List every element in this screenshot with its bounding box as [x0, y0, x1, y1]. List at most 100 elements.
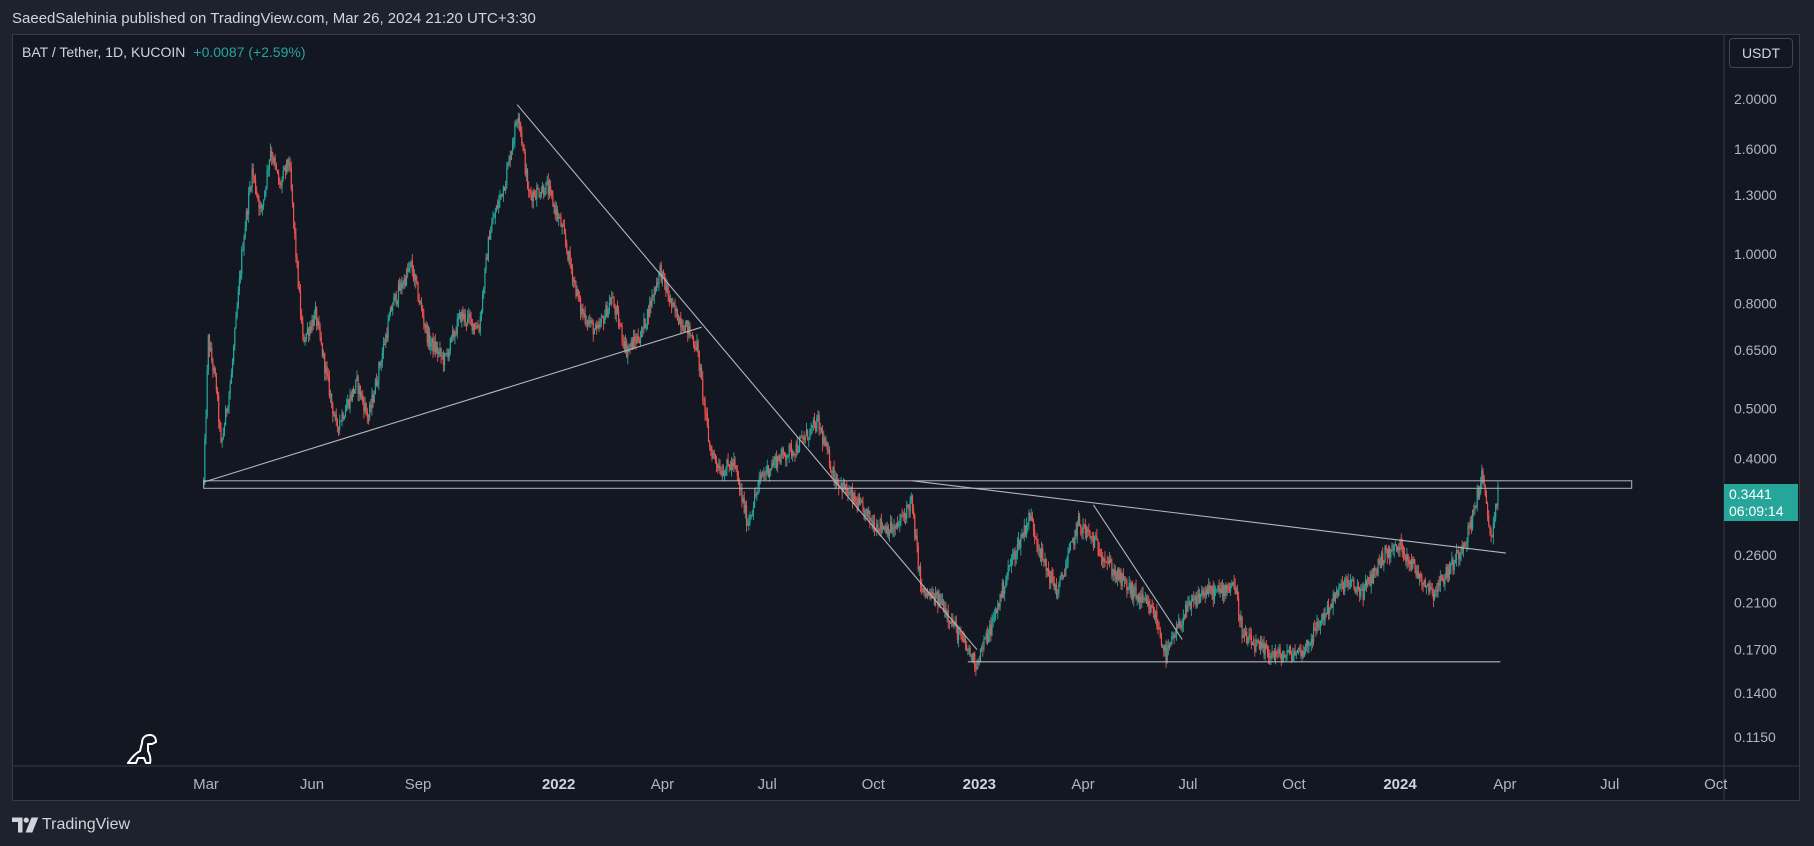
candle-body-283 [529, 191, 531, 193]
candle-body-351 [607, 308, 609, 317]
candle-body-26 [233, 346, 235, 362]
candle-body-620 [917, 545, 919, 570]
candle-body-134 [357, 376, 359, 394]
candle-body-567 [856, 502, 858, 511]
candle-body-1099 [1469, 520, 1471, 528]
drawing-trendline-0[interactable] [203, 326, 702, 483]
drawing-trendline-4[interactable] [1092, 504, 1183, 640]
candle-body-1088 [1457, 550, 1459, 552]
candle-body-656 [959, 630, 961, 632]
candle-body-2 [205, 416, 207, 439]
drawing-rectangle-2[interactable] [203, 480, 1633, 489]
candle-body-803 [1128, 583, 1130, 588]
candle-body-1031 [1391, 550, 1393, 551]
candle-body-350 [606, 305, 608, 317]
candle-body-1039 [1400, 540, 1402, 544]
candle-body-277 [522, 143, 524, 146]
candle-body-527 [810, 427, 812, 429]
chart-panel[interactable] [12, 34, 1800, 801]
candle-body-979 [1331, 603, 1333, 608]
candle-body-1071 [1437, 582, 1439, 592]
candle-body-117 [337, 426, 340, 430]
candle-body-260 [502, 186, 504, 197]
candle-body-1075 [1442, 577, 1444, 580]
candle-body-500 [779, 459, 781, 463]
candle-body-507 [787, 455, 789, 458]
candle-body-831 [1160, 637, 1163, 646]
candle-body-239 [478, 328, 480, 332]
currency-button[interactable]: USDT [1729, 38, 1793, 68]
candle-body-1061 [1425, 585, 1428, 587]
candle-body-982 [1334, 593, 1337, 601]
candle-body-362 [620, 325, 622, 327]
candle-body-980 [1332, 593, 1334, 608]
candle-body-761 [1080, 525, 1082, 528]
drawing-trendline-1[interactable] [516, 104, 978, 651]
candle-body-651 [953, 625, 955, 627]
candle-body-114 [334, 414, 336, 417]
price-axis-label-4: 0.8000 [1734, 296, 1777, 312]
candle-body-9 [213, 368, 215, 371]
candle-body-51 [261, 205, 264, 209]
candle-body-937 [1283, 655, 1285, 658]
candle-body-547 [833, 467, 835, 484]
candle-body-1112 [1484, 485, 1486, 496]
candle-body-360 [618, 311, 620, 326]
candle-body-909 [1250, 634, 1252, 646]
candle-body-545 [831, 471, 833, 473]
candle-body-353 [609, 302, 612, 305]
candle-body-850 [1182, 616, 1184, 625]
candle-body-257 [499, 195, 501, 201]
candle-body-1089 [1458, 550, 1460, 560]
candle-body-1105 [1476, 489, 1478, 507]
symbol-legend[interactable]: BAT / Tether, 1D, KUCOIN +0.0087 (+2.59%) [22, 44, 306, 60]
candle-body-370 [629, 346, 631, 348]
candle-body-618 [915, 535, 917, 539]
candle-body-534 [818, 414, 820, 430]
candle-body-446 [717, 464, 719, 469]
price-axis[interactable]: 2.0000 1.6000 1.3000 1.0000 0.8000 0.6500 0.50… [1734, 91, 1777, 745]
candle-body-853 [1186, 604, 1188, 612]
candle-body-272 [516, 122, 518, 125]
candle-body-116 [336, 419, 338, 427]
candle-body-187 [418, 300, 420, 303]
drawings-layer[interactable] [203, 104, 1633, 663]
candle-body-606 [901, 515, 903, 516]
candle-body-472 [747, 524, 749, 526]
drawing-trendline-3[interactable] [912, 480, 1507, 554]
candle-body-367 [626, 341, 628, 357]
footer-brand[interactable]: TradingView [12, 812, 130, 838]
candle-body-569 [858, 498, 861, 504]
candle-body-182 [412, 271, 415, 280]
candle-body-462 [735, 465, 737, 471]
candle-body-483 [759, 475, 761, 479]
candle-body-323 [575, 282, 577, 297]
candle-body-94 [311, 319, 313, 331]
candle-body-593 [886, 526, 888, 534]
candle-body-406 [671, 298, 673, 307]
candle-body-59 [271, 151, 273, 158]
candle-body-198 [431, 337, 433, 344]
candle-body-469 [743, 498, 745, 513]
candle-body-371 [630, 340, 632, 347]
candle-body-1092 [1461, 547, 1463, 551]
candle-body-69 [282, 170, 284, 179]
candle-body-1053 [1416, 571, 1418, 577]
candle-body-748 [1065, 565, 1067, 577]
candle-body-152 [378, 362, 380, 383]
candle-body-339 [593, 329, 595, 335]
candle-body-895 [1234, 585, 1236, 594]
candle-body-296 [544, 194, 546, 196]
candle-body-279 [524, 152, 526, 175]
candle-body-125 [347, 399, 349, 406]
candle-body-1073 [1439, 576, 1441, 586]
candle-body-1076 [1443, 579, 1445, 585]
candle-body-253 [494, 211, 496, 218]
candle-body-726 [1039, 549, 1042, 559]
candle-body-363 [621, 325, 623, 341]
candle-body-650 [952, 618, 954, 626]
time-axis[interactable]: Mar Jun Sep 2022 Apr Jul Oct 2023 Apr Jul Oct 2024 A… [193, 776, 1728, 793]
candle-body-994 [1348, 585, 1350, 587]
candle-body-313 [563, 226, 566, 234]
